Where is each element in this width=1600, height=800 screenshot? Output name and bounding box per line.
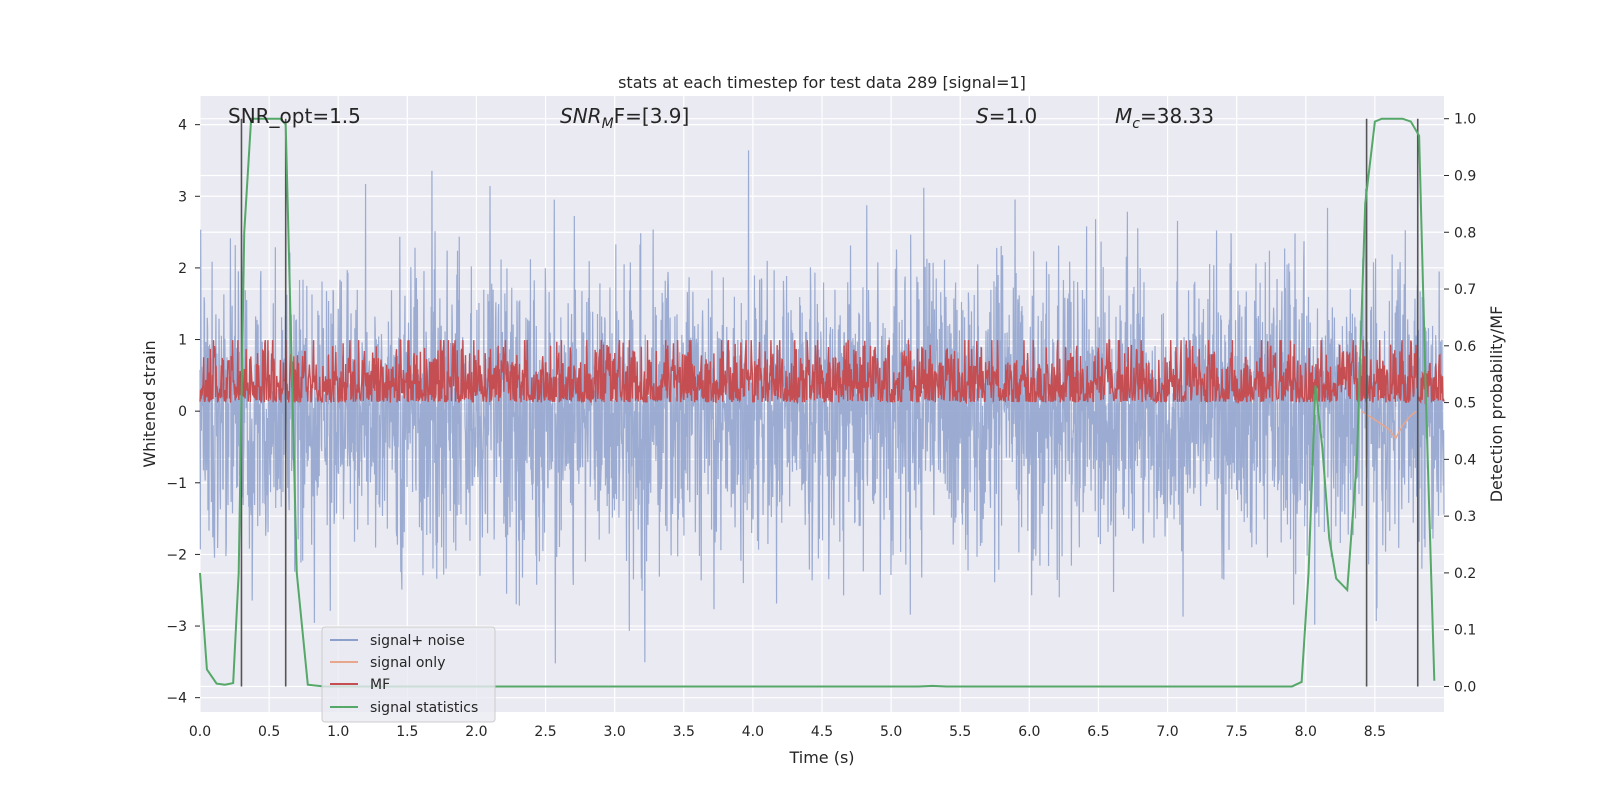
x-tick-label-15: 7.5 bbox=[1226, 724, 1248, 740]
x-tick-label-3: 1.5 bbox=[396, 724, 418, 740]
series-line-mf bbox=[199, 339, 1445, 405]
x-tick-label-14: 7.0 bbox=[1156, 724, 1178, 740]
series-line-signal-statistics bbox=[199, 117, 1436, 688]
legend-label-signal-only: signal only bbox=[370, 655, 445, 671]
y2-tick-label-5: 0.5 bbox=[1454, 396, 1476, 412]
mc-main: M bbox=[1115, 104, 1132, 128]
y2-axis-label: Detection probability/MF bbox=[1487, 306, 1506, 503]
y2-tick-label-10: 0.0 bbox=[1454, 679, 1476, 695]
snr-mf-sub: M bbox=[602, 116, 614, 132]
x-tick-label-4: 2.0 bbox=[465, 724, 487, 740]
signal-statistics-series bbox=[199, 117, 1436, 688]
legend-label-stats: signal statistics bbox=[370, 700, 478, 716]
x-tick-label-13: 6.5 bbox=[1087, 724, 1109, 740]
y2-tick-label-7: 0.3 bbox=[1454, 509, 1476, 525]
x-tick-label-12: 6.0 bbox=[1018, 724, 1040, 740]
y2-tick-label-4: 0.6 bbox=[1454, 339, 1476, 355]
y-tick-label-1: 3 bbox=[178, 189, 187, 205]
annotation-snr-mf: SNRMF=[3.9] bbox=[560, 104, 689, 132]
y-tick-label-2: 2 bbox=[178, 261, 187, 277]
snr-mf-rest: F=[3.9] bbox=[614, 104, 690, 128]
y-tick-label-4: 0 bbox=[178, 404, 187, 420]
x-tick-label-5: 2.5 bbox=[534, 724, 556, 740]
y-tick-label-7: −3 bbox=[166, 619, 187, 635]
legend: signal+ noise signal only MF signal stat… bbox=[321, 626, 496, 723]
y-axis-label: Whitened strain bbox=[140, 340, 159, 467]
s-rest: =1.0 bbox=[989, 104, 1038, 128]
x-tick-label-6: 3.0 bbox=[604, 724, 626, 740]
y-tick-label-6: −2 bbox=[166, 547, 187, 563]
legend-label-noise: signal+ noise bbox=[370, 633, 465, 649]
annotation-mc: Mc=38.33 bbox=[1115, 104, 1214, 132]
x-tick-label-9: 4.5 bbox=[811, 724, 833, 740]
mf-series bbox=[199, 339, 1445, 405]
y2-tick-label-8: 0.2 bbox=[1454, 566, 1476, 582]
y2-tick-label-9: 0.1 bbox=[1454, 623, 1476, 639]
x-tick-label-8: 4.0 bbox=[742, 724, 764, 740]
y2-tick-label-1: 0.9 bbox=[1454, 168, 1476, 184]
annotation-s: S=1.0 bbox=[976, 104, 1037, 128]
annotation-snr-opt: SNR_opt=1.5 bbox=[228, 104, 361, 128]
mc-sub: c bbox=[1132, 116, 1140, 132]
mc-rest: =38.33 bbox=[1140, 104, 1214, 128]
signal-only-series bbox=[1360, 410, 1417, 440]
y-tick-label-8: −4 bbox=[166, 691, 187, 707]
snr-mf-main: SNR bbox=[560, 104, 602, 128]
series-line-signal-only bbox=[1360, 410, 1417, 440]
y2-tick-label-3: 0.7 bbox=[1454, 282, 1476, 298]
x-tick-label-16: 8.0 bbox=[1295, 724, 1317, 740]
x-tick-label-17: 8.5 bbox=[1364, 724, 1386, 740]
x-tick-label-1: 0.5 bbox=[258, 724, 280, 740]
y2-tick-label-6: 0.4 bbox=[1454, 452, 1476, 468]
y-tick-label-5: −1 bbox=[166, 476, 187, 492]
legend-label-mf: MF bbox=[370, 677, 390, 693]
legend-box bbox=[321, 626, 496, 723]
x-tick-label-7: 3.5 bbox=[673, 724, 695, 740]
y2-ticks: 1.0 0.9 0.8 0.7 0.6 0.5 0.4 0.3 0.2 0.1 0.0 bbox=[1444, 112, 1476, 695]
chart-title: stats at each timestep for test data 289… bbox=[618, 73, 1026, 92]
x-ticks: 0.0 0.5 1.0 1.5 2.0 2.5 3.0 3.5 4.0 4.5 5.0 5.5 6.0 6… bbox=[189, 724, 1386, 740]
x-axis-label: Time (s) bbox=[788, 748, 854, 767]
x-tick-label-2: 1.0 bbox=[327, 724, 349, 740]
s-main: S bbox=[976, 104, 989, 128]
x-tick-label-10: 5.0 bbox=[880, 724, 902, 740]
x-tick-label-11: 5.5 bbox=[949, 724, 971, 740]
y-tick-label-3: 1 bbox=[178, 333, 187, 349]
x-tick-label-0: 0.0 bbox=[189, 724, 211, 740]
y-tick-label-0: 4 bbox=[178, 118, 187, 134]
y-ticks: 4 3 2 1 0 −1 −2 −3 −4 bbox=[166, 118, 200, 707]
y2-tick-label-0: 1.0 bbox=[1454, 112, 1476, 128]
y2-tick-label-2: 0.8 bbox=[1454, 225, 1476, 241]
